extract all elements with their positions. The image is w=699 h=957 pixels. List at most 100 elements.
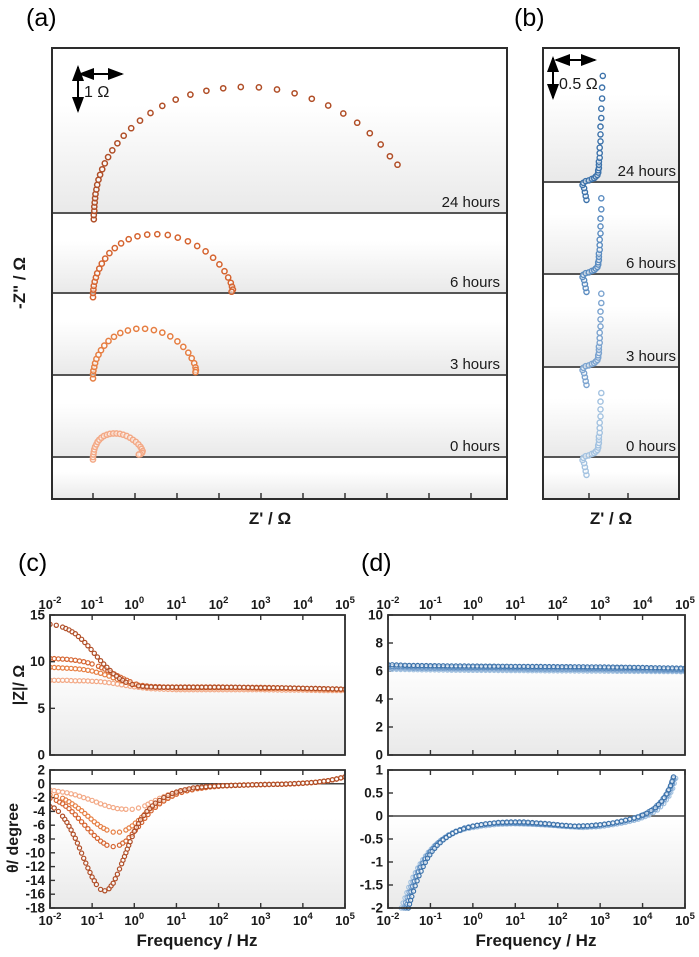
x-tick-label: 105 [675, 595, 695, 612]
x-tick-label: 101 [505, 595, 525, 612]
plot-border [51, 47, 508, 500]
series-24-hours [579, 72, 607, 204]
panel-d-frequency-axis-label: Frequency / Hz [475, 931, 597, 950]
panel-b-x-axis-label: Z' / Ω [589, 509, 633, 528]
series-3-hours [579, 290, 605, 389]
y-tick-label: -12 [25, 859, 45, 874]
band-label-3-hours: 3 hours [626, 348, 676, 365]
bode-phase-panel-d: 10-2 10-1 100 101 102 103 104 105 1 0.5 0 -0.5 -1 -1.… [360, 763, 696, 929]
y-tick-label: -14 [25, 873, 45, 888]
plot-border [49, 769, 346, 909]
x-tick-label: 102 [209, 911, 229, 928]
scale-bar: 0.5 Ω [547, 54, 598, 100]
y-tick-label: -6 [33, 818, 45, 833]
band-label-24-hours: 24 hours [442, 194, 500, 211]
y-tick-label: -18 [25, 901, 45, 916]
x-tick-label: 10-1 [81, 911, 105, 928]
y-tick-label: -0.5 [360, 832, 384, 847]
bode-magnitude-panel-d: 10-2 10-1 100 101 102 103 104 105 0 2 4 6 8 10 [368, 595, 696, 763]
panel-d-letter: (d) [361, 549, 392, 577]
x-tick-label: 10-1 [81, 595, 105, 612]
x-tick-label: 105 [675, 911, 695, 928]
band-background [52, 47, 507, 213]
band-background [52, 293, 507, 375]
band-background [52, 457, 507, 500]
y-tick-label: 0 [375, 809, 383, 824]
x-tick-label: 104 [293, 911, 313, 928]
x-tick-label: 103 [251, 595, 271, 612]
y-tick-label: -2 [33, 790, 45, 805]
y-tick-label: 15 [30, 608, 46, 623]
x-tick-label: 102 [548, 911, 568, 928]
band-background [543, 47, 679, 182]
band-background [543, 274, 679, 367]
band-label-24-hours: 24 hours [618, 163, 676, 180]
x-tick-label: 101 [505, 911, 525, 928]
plot-border [387, 769, 686, 909]
y-tick-label: 0 [375, 748, 383, 763]
y-tick-label: -10 [25, 845, 45, 860]
bode-magnitude-panel-c: 10-2 10-1 100 101 102 103 104 105 0 5 10 15 [30, 595, 356, 763]
x-tick-label: 103 [590, 911, 610, 928]
y-tick-label: 5 [37, 701, 45, 716]
x-tick-label: 101 [167, 911, 187, 928]
y-tick-label: 2 [37, 763, 45, 778]
x-tick-label: 102 [548, 595, 568, 612]
plot-border [542, 47, 680, 500]
x-tick-label: 100 [124, 911, 144, 928]
x-tick-label: 101 [167, 595, 187, 612]
panel-a-x-axis-label: Z' / Ω [248, 509, 292, 528]
panel-b-letter: (b) [514, 4, 545, 32]
x-tick-label: 104 [633, 595, 653, 612]
y-tick-label: -1.5 [360, 878, 384, 893]
x-tick-label: 10-2 [39, 911, 62, 928]
panel-c-magnitude-y-axis-label: |Z|/ Ω [11, 664, 28, 706]
series-0-hours [89, 430, 146, 463]
x-tick-label: 105 [335, 911, 355, 928]
y-tick-label: -4 [33, 804, 45, 819]
y-tick-label: -16 [25, 887, 45, 902]
x-tick-label: 105 [335, 595, 355, 612]
y-tick-label: 10 [30, 654, 45, 669]
scale-bar-label: 0.5 Ω [559, 76, 598, 93]
plot-background [388, 615, 685, 755]
series-24-hours [50, 621, 345, 692]
band-background [543, 457, 679, 500]
y-tick-label: 1 [375, 763, 383, 778]
y-tick-label: -8 [33, 832, 45, 847]
band-label-0-hours: 0 hours [626, 438, 676, 455]
panel-a-letter: (a) [26, 4, 57, 32]
series-3-hours [89, 325, 200, 382]
x-tick-label: 10-2 [39, 595, 62, 612]
x-tick-label: 104 [293, 595, 313, 612]
x-tick-label: 104 [633, 911, 653, 928]
y-tick-label: 8 [375, 636, 383, 651]
band-label-0-hours: 0 hours [450, 438, 500, 455]
y-tick-label: 10 [368, 608, 383, 623]
nyquist-panel-a: 1 Ω 24 hours 6 hours 3 hours 0 hours [51, 47, 508, 500]
y-tick-label: -1 [371, 855, 383, 870]
y-tick-label: 2 [375, 720, 383, 735]
y-tick-label: 4 [375, 692, 383, 707]
panel-a-y-axis-label: -Z" / Ω [10, 257, 29, 309]
y-tick-label: 0 [37, 748, 45, 763]
series-0-hours [579, 389, 605, 479]
x-tick-label: 10-2 [377, 595, 400, 612]
x-tick-label: 102 [209, 595, 229, 612]
band-background [543, 182, 679, 274]
plot-border [49, 614, 346, 756]
series-24-hours [50, 774, 345, 894]
panel-c-frequency-axis-label: Frequency / Hz [136, 931, 258, 950]
band-background [543, 367, 679, 457]
x-tick-label: 100 [124, 595, 144, 612]
nyquist-panel-b: 0.5 Ω 24 hours 6 hours 3 hours 0 hours [542, 47, 680, 500]
x-tick-label: 103 [590, 595, 610, 612]
y-tick-label: -2 [371, 901, 383, 916]
panel-c-phase-y-axis-label: θ/ degree [5, 802, 22, 874]
band-background [52, 213, 507, 293]
band-background [52, 375, 507, 457]
bode-phase-panel-c: 10-2 10-1 100 101 102 103 104 10520-2-4-6-8-10-… [25, 763, 355, 929]
x-tick-label: 100 [463, 911, 483, 928]
band-label-6-hours: 6 hours [450, 274, 500, 291]
